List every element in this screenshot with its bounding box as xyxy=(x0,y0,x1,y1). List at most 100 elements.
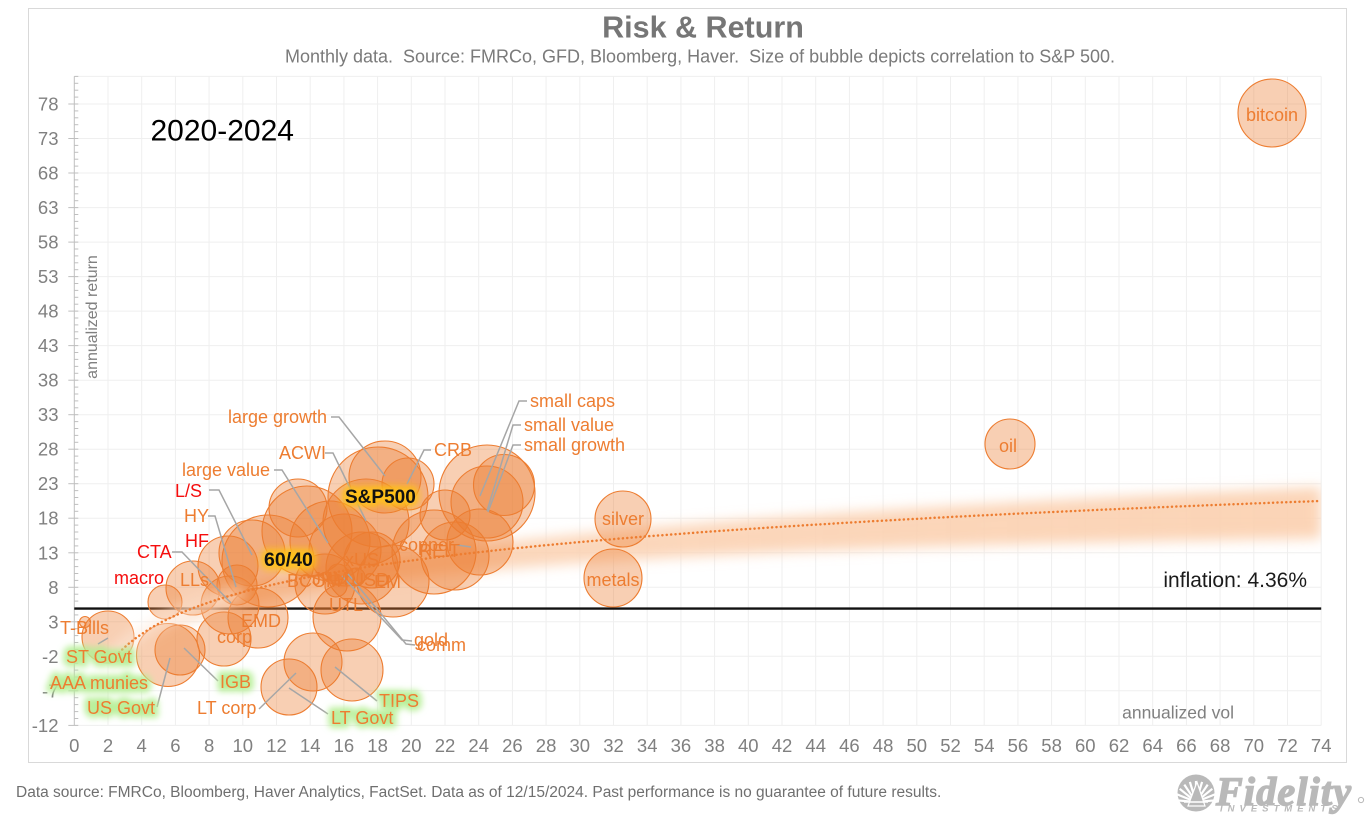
svg-text:AAA munies: AAA munies xyxy=(50,673,148,693)
svg-text:ST Govt: ST Govt xyxy=(66,647,132,667)
svg-text:34: 34 xyxy=(637,735,658,756)
svg-text:58: 58 xyxy=(38,232,59,253)
svg-text:TIPS: TIPS xyxy=(379,691,419,711)
svg-text:large growth: large growth xyxy=(228,407,327,427)
svg-text:T-Bills: T-Bills xyxy=(60,618,109,638)
svg-text:60/40: 60/40 xyxy=(264,549,313,571)
svg-text:12: 12 xyxy=(266,735,287,756)
svg-text:33: 33 xyxy=(38,404,59,425)
svg-text:CRB: CRB xyxy=(434,440,472,460)
svg-text:40: 40 xyxy=(738,735,759,756)
svg-text:74: 74 xyxy=(1311,735,1332,756)
svg-text:US Govt: US Govt xyxy=(87,698,155,718)
svg-text:EMD: EMD xyxy=(241,611,281,631)
svg-text:ACWI: ACWI xyxy=(279,443,326,463)
svg-text:annualized vol: annualized vol xyxy=(1122,703,1234,723)
svg-text:HF: HF xyxy=(185,531,209,551)
svg-text:small growth: small growth xyxy=(524,435,625,455)
svg-text:18: 18 xyxy=(38,508,59,529)
svg-text:68: 68 xyxy=(1210,735,1231,756)
svg-text:Data source: FMRCo, Bloomberg,: Data source: FMRCo, Bloomberg, Haver Ana… xyxy=(16,784,941,801)
svg-text:metals: metals xyxy=(586,570,639,590)
svg-text:AAA munies: AAA munies xyxy=(50,673,148,693)
svg-text:Fidelity: Fidelity xyxy=(1215,769,1352,814)
svg-text:bitcoin: bitcoin xyxy=(1246,105,1298,125)
svg-text:CTA: CTA xyxy=(137,542,172,562)
svg-text:43: 43 xyxy=(38,335,59,356)
svg-text:50: 50 xyxy=(907,735,928,756)
svg-text:24: 24 xyxy=(468,735,489,756)
svg-text:REIT: REIT xyxy=(419,541,460,561)
svg-text:48: 48 xyxy=(38,301,59,322)
svg-text:small caps: small caps xyxy=(530,391,615,411)
svg-text:46: 46 xyxy=(839,735,860,756)
svg-text:USD: USD xyxy=(351,570,389,590)
svg-text:IGB: IGB xyxy=(220,672,251,692)
svg-text:3: 3 xyxy=(48,611,58,632)
svg-text:S&P500: S&P500 xyxy=(345,487,416,508)
svg-text:42: 42 xyxy=(772,735,793,756)
svg-text:16: 16 xyxy=(334,735,355,756)
svg-text:oil: oil xyxy=(999,436,1017,456)
svg-text:6: 6 xyxy=(170,735,180,756)
svg-text:LT Govt: LT Govt xyxy=(331,708,393,728)
svg-text:annualized return: annualized return xyxy=(84,255,101,379)
svg-text:EM: EM xyxy=(374,572,401,592)
svg-text:HY: HY xyxy=(184,506,209,526)
svg-text:large value: large value xyxy=(182,460,270,480)
svg-text:-7: -7 xyxy=(42,680,58,701)
svg-text:LT corp: LT corp xyxy=(197,698,256,718)
svg-text:silver: silver xyxy=(602,509,644,529)
svg-text:62: 62 xyxy=(1109,735,1130,756)
svg-text:28: 28 xyxy=(38,439,59,460)
svg-text:4: 4 xyxy=(137,735,147,756)
svg-text:US Govt: US Govt xyxy=(87,698,155,718)
svg-text:68: 68 xyxy=(38,163,59,184)
svg-text:2: 2 xyxy=(103,735,113,756)
svg-text:54: 54 xyxy=(974,735,995,756)
svg-text:36: 36 xyxy=(671,735,692,756)
svg-text:70: 70 xyxy=(1244,735,1265,756)
svg-text:8: 8 xyxy=(48,577,58,598)
svg-text:xUS: xUS xyxy=(345,550,379,570)
svg-text:TIPS: TIPS xyxy=(379,691,419,711)
svg-text:26: 26 xyxy=(502,735,523,756)
svg-text:L/S: L/S xyxy=(175,481,202,501)
svg-text:32: 32 xyxy=(603,735,624,756)
svg-text:44: 44 xyxy=(805,735,826,756)
svg-text:56: 56 xyxy=(1008,735,1029,756)
svg-text:0: 0 xyxy=(69,735,79,756)
svg-text:gold: gold xyxy=(414,630,448,650)
svg-text:66: 66 xyxy=(1176,735,1197,756)
svg-text:inflation: 4.36%: inflation: 4.36% xyxy=(1163,569,1307,592)
svg-text:48: 48 xyxy=(873,735,894,756)
svg-text:LT Govt: LT Govt xyxy=(331,708,393,728)
svg-text:22: 22 xyxy=(435,735,456,756)
svg-text:23: 23 xyxy=(38,473,59,494)
svg-text:73: 73 xyxy=(38,128,59,149)
svg-text:ST Govt: ST Govt xyxy=(66,647,132,667)
svg-text:8: 8 xyxy=(204,735,214,756)
svg-text:78: 78 xyxy=(38,94,59,115)
svg-text:38: 38 xyxy=(704,735,725,756)
svg-text:20: 20 xyxy=(401,735,422,756)
svg-text:18: 18 xyxy=(367,735,388,756)
svg-text:2020-2024: 2020-2024 xyxy=(151,115,294,148)
svg-text:Monthly data. Source: FMRCo,: Monthly data. Source: FMRCo, GFD, Bloomb… xyxy=(285,47,1115,67)
svg-text:LLs: LLs xyxy=(180,570,209,590)
svg-text:13: 13 xyxy=(38,542,59,563)
svg-text:38: 38 xyxy=(38,370,59,391)
svg-text:72: 72 xyxy=(1277,735,1298,756)
svg-text:30: 30 xyxy=(570,735,591,756)
svg-text:comm: comm xyxy=(417,635,466,655)
svg-text:INVESTMENTS: INVESTMENTS xyxy=(1220,804,1343,815)
svg-text:UTL: UTL xyxy=(329,595,363,615)
svg-text:53: 53 xyxy=(38,266,59,287)
svg-text:64: 64 xyxy=(1142,735,1163,756)
svg-text:-2: -2 xyxy=(42,646,58,667)
svg-text:small value: small value xyxy=(524,415,614,435)
svg-text:28: 28 xyxy=(536,735,557,756)
svg-text:BCOM: BCOM xyxy=(287,571,341,591)
svg-text:macro: macro xyxy=(114,568,164,588)
svg-text:IGB: IGB xyxy=(220,672,251,692)
